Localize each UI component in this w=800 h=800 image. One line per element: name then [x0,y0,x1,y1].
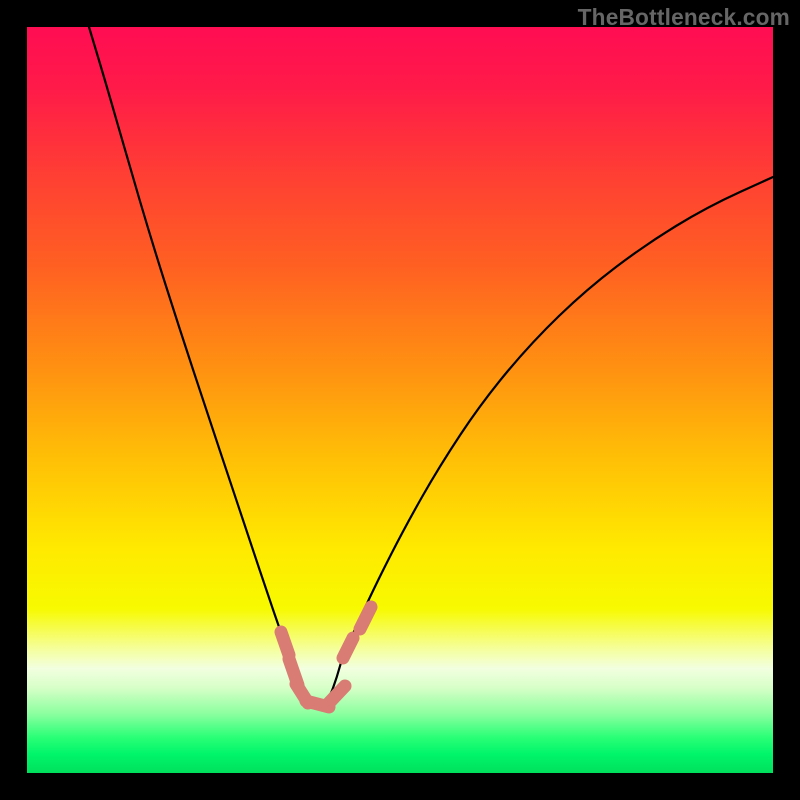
watermark-text: TheBottleneck.com [578,4,790,31]
chart-svg [0,0,800,800]
chart-frame: TheBottleneck.com [0,0,800,800]
gradient-background [27,27,773,773]
